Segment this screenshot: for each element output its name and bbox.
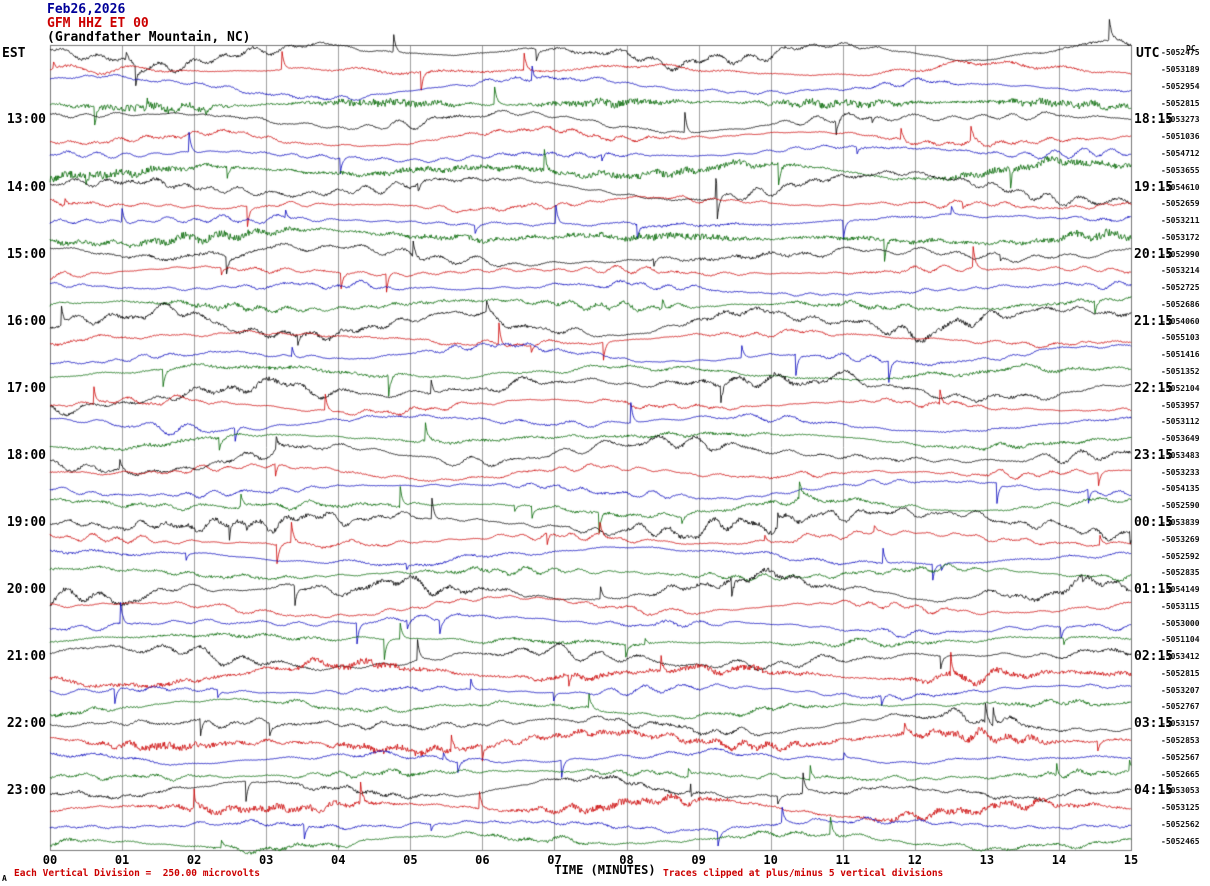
header-station-location: (Grandfather Mountain, NC) <box>47 30 251 45</box>
scale-note: Each Vertical Division = 250.00 microvol… <box>14 868 260 879</box>
x-axis-title: TIME (MINUTES) <box>554 863 656 877</box>
clip-note: Traces clipped at plus/minus 5 vertical … <box>663 868 944 879</box>
right-timezone-label: UTC <box>1136 46 1160 61</box>
footer-corner-marker: A <box>2 874 7 883</box>
header-date: Feb26,2026 <box>47 2 126 17</box>
header-station-id: GFM HHZ ET 00 <box>47 16 149 31</box>
dc-column-header: DC <box>1186 44 1196 53</box>
left-timezone-label: EST <box>2 46 26 61</box>
